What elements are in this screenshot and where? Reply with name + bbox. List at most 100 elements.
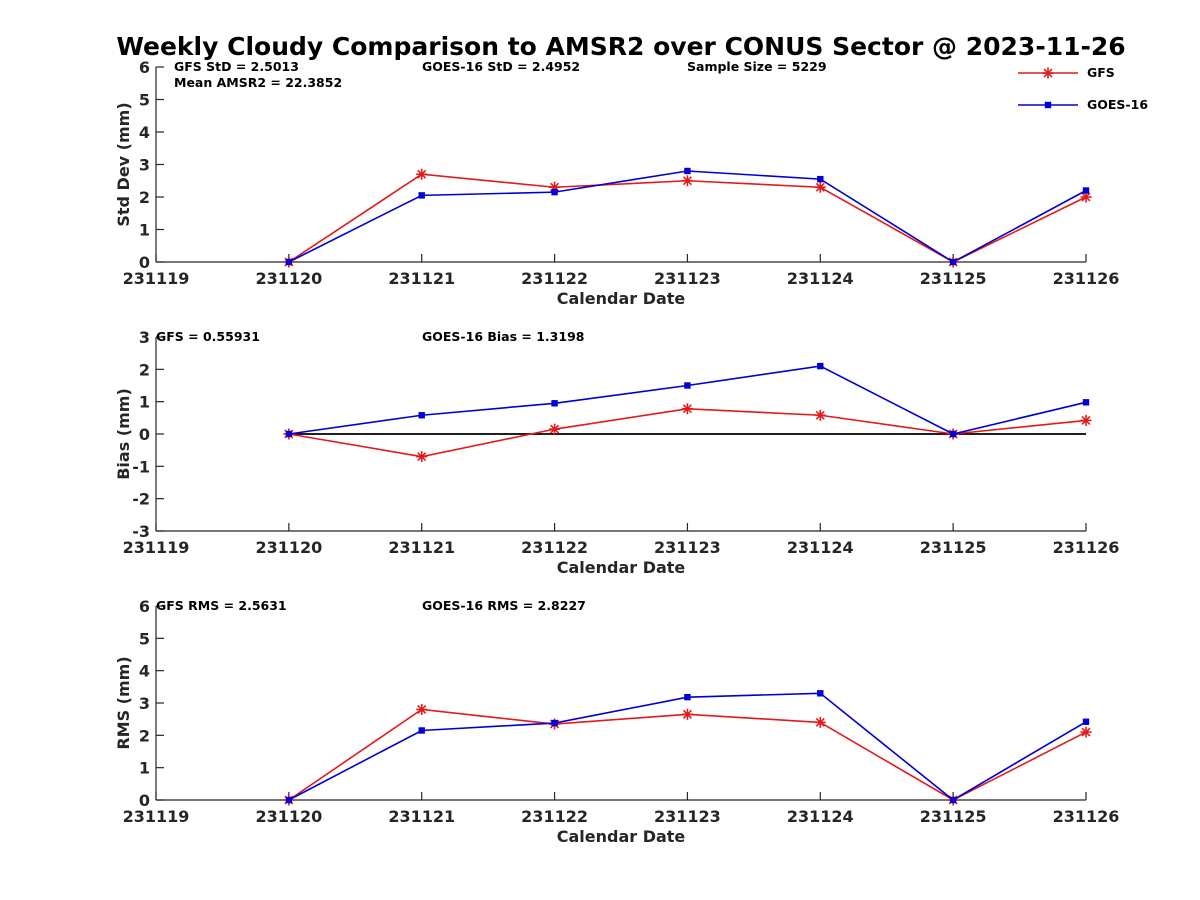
x-tick-label: 231120 [255,538,322,557]
x-tick-label: 231119 [123,807,190,826]
x-tick-label: 231120 [255,807,322,826]
data-point-goes-16 [684,693,691,701]
x-axis-label: Calendar Date [557,827,686,846]
data-point-goes-16 [1082,718,1090,725]
y-tick-label: 4 [139,662,150,681]
x-tick-label: 231126 [1053,538,1120,557]
x-tick-label: 231120 [255,269,322,288]
y-tick-label: 2 [139,188,150,207]
y-axis-label: RMS (mm) [114,656,133,749]
data-point-goes-16 [285,258,293,266]
data-point-goes-16 [418,412,425,419]
x-tick-label: 231123 [654,538,721,557]
data-point-goes-16 [817,690,824,697]
x-tick-label: 231125 [920,807,987,826]
y-tick-label: 1 [139,393,150,412]
legend-label: GFS [1087,65,1115,80]
data-point-gfs [681,175,693,187]
x-tick-label: 231122 [521,538,588,557]
y-tick-label: 6 [139,58,150,77]
x-tick-label: 231123 [654,269,721,288]
legend-marker [1042,67,1054,79]
x-tick-label: 231122 [521,807,588,826]
y-tick-label: 3 [139,694,150,713]
data-point-goes-16 [817,175,824,183]
data-point-goes-16 [1082,187,1090,194]
y-axis-label: Std Dev (mm) [114,102,133,226]
data-point-gfs [814,716,826,728]
data-point-goes-16 [684,382,691,389]
stat-annotation: Sample Size = 5229 [687,59,827,74]
x-tick-label: 231119 [123,269,190,288]
data-point-goes-16 [285,796,293,804]
x-tick-label: 231125 [920,269,987,288]
x-tick-label: 231124 [787,807,854,826]
panel-3: 231119 231120 231121 231122 231123 231124 2311… [114,597,1119,846]
y-tick-label: -3 [132,522,150,541]
data-point-goes-16 [684,167,691,175]
y-tick-label: 5 [139,629,150,648]
x-tick-label: 231124 [787,538,854,557]
y-tick-label: 1 [139,759,150,778]
x-tick-label: 231121 [388,807,455,826]
legend-marker [1044,101,1052,109]
data-point-gfs [814,409,826,421]
x-tick-label: 231119 [123,538,190,557]
x-tick-label: 231121 [388,538,455,557]
x-axis-label: Calendar Date [557,558,686,577]
y-tick-label: 6 [139,597,150,616]
y-tick-label: 2 [139,726,150,745]
panel-1: 231119 231120 231121 231122 231123 231124 2311… [114,58,1119,308]
series-line-gfs [288,407,1087,458]
data-point-gfs [814,181,826,193]
y-tick-label: 3 [139,328,150,347]
x-tick-label: 231126 [1053,269,1120,288]
data-point-goes-16 [418,192,425,199]
data-point-goes-16 [551,400,558,407]
legend-item-gfs: GFS [1018,65,1115,80]
y-tick-label: 1 [139,221,150,240]
y-tick-label: -1 [132,457,150,476]
x-tick-label: 231122 [521,269,588,288]
data-point-gfs [1080,726,1092,738]
stat-annotation: GFS = 0.55931 [156,329,260,344]
x-tick-label: 231126 [1053,807,1120,826]
series-line-gfs [288,173,1087,263]
x-tick-label: 231121 [388,269,455,288]
y-tick-label: 2 [139,360,150,379]
data-point-goes-16 [418,727,425,734]
stat-annotation: GFS StD = 2.5013 [174,59,299,74]
y-tick-label: 3 [139,156,150,175]
series-line-gfs [288,708,1087,801]
chart-title: Weekly Cloudy Comparison to AMSR2 over C… [116,32,1125,61]
data-point-gfs [549,423,561,435]
stat-annotation: GOES-16 StD = 2.4952 [422,59,580,74]
data-point-gfs [681,403,693,415]
panel-2: 231119 231120 231121 231122 231123 231124 2311… [114,328,1119,577]
data-point-gfs [681,708,693,720]
x-axis-label: Calendar Date [557,289,686,308]
y-tick-label: 0 [139,253,150,272]
x-tick-label: 231123 [654,807,721,826]
data-point-gfs [416,451,428,463]
stat-annotation: Mean AMSR2 = 22.3852 [174,75,342,90]
y-axis-label: Bias (mm) [114,388,133,480]
data-point-goes-16 [285,430,293,438]
legend-label: GOES-16 [1087,97,1148,112]
data-point-goes-16 [817,362,824,370]
y-tick-label: 4 [139,123,150,142]
data-point-gfs [1080,414,1092,426]
data-point-gfs [416,168,428,180]
data-point-goes-16 [949,258,957,266]
y-tick-label: -2 [132,490,150,509]
x-tick-label: 231125 [920,538,987,557]
stat-annotation: GFS RMS = 2.5631 [156,598,287,613]
data-point-goes-16 [551,188,558,196]
stat-annotation: GOES-16 RMS = 2.8227 [422,598,586,613]
data-point-gfs [416,703,428,715]
data-point-goes-16 [1082,399,1090,406]
x-tick-label: 231124 [787,269,854,288]
series-line-goes-16 [288,365,1087,435]
